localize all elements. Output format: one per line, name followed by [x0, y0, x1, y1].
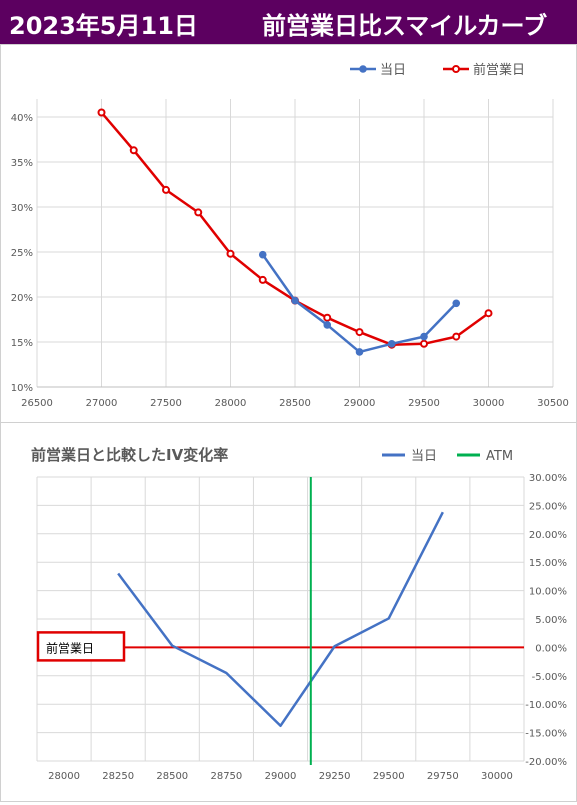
data-point-previous-day — [355, 328, 364, 337]
y-tick-label: -20.00% — [525, 757, 567, 768]
header-date: 2023年5月11日 — [9, 12, 198, 40]
data-point-today — [291, 296, 299, 305]
data-point-previous-day — [420, 339, 428, 348]
x-tick-label: 29750 — [427, 771, 459, 782]
smile-curve-chart: 26500 27000 27500 28000 28500 29000 29500 30000… — [11, 62, 569, 409]
series-line-today — [117, 511, 444, 728]
data-point-previous-day — [452, 332, 461, 341]
y-tick-label: 30% — [11, 203, 33, 214]
x-tick-label: 28750 — [210, 771, 242, 782]
x-tick-label: 28000 — [48, 771, 80, 782]
legend-label-atm: ATM — [486, 449, 513, 464]
x-tick-label: 28250 — [102, 771, 134, 782]
data-point-previous-day — [129, 146, 138, 155]
y-tick-label: 0.00% — [535, 643, 567, 654]
x-tick-label: 29000 — [344, 398, 376, 409]
y-tick-label: 10% — [11, 383, 33, 394]
iv-change-panel: 前営業日と比較したIV変化率 30.00% 25.00% 20.00% 15.00% 10… — [0, 422, 577, 802]
y-tick-label: 15.00% — [529, 558, 567, 569]
data-point-previous-day — [226, 249, 235, 258]
y-tick-label: 25% — [11, 248, 33, 259]
x-tick-label: 29500 — [408, 398, 440, 409]
data-point-previous-day — [97, 108, 106, 117]
y-tick-label: -10.00% — [525, 700, 567, 711]
header-title: 前営業日比スマイルカーブ — [262, 12, 548, 40]
y-tick-label: 20% — [11, 293, 33, 304]
iv-change-chart: 前営業日と比較したIV変化率 30.00% 25.00% 20.00% 15.00% 10… — [31, 446, 567, 782]
y-tick-label: 30.00% — [529, 473, 567, 484]
baseline-label: 前営業日 — [46, 640, 94, 655]
x-tick-label: 29000 — [265, 771, 297, 782]
x-tick-label: 29500 — [373, 771, 405, 782]
x-tick-label: 28500 — [156, 771, 188, 782]
x-tick-label: 30000 — [473, 398, 505, 409]
y-tick-label: 20.00% — [529, 530, 567, 541]
data-point-today — [387, 340, 396, 348]
y-tick-label: -5.00% — [532, 672, 567, 683]
baseline-label-box — [36, 631, 126, 662]
data-point-previous-day — [162, 185, 170, 194]
y-tick-label: 35% — [11, 158, 33, 169]
legend-label-today: 当日 — [411, 449, 437, 464]
x-tick-label: 27500 — [150, 398, 182, 409]
data-point-previous-day — [484, 309, 493, 318]
data-point-previous-day — [258, 275, 267, 284]
x-tick-label: 30000 — [481, 771, 513, 782]
chart-title: 前営業日と比較したIV変化率 — [31, 446, 228, 464]
x-tick-label: 28500 — [279, 398, 311, 409]
y-tick-label: 40% — [11, 113, 33, 124]
smile-curve-panel: 26500 27000 27500 28000 28500 29000 29500 30000… — [0, 44, 577, 424]
y-tick-label: 5.00% — [535, 615, 567, 626]
legend-label-today: 当日 — [380, 63, 406, 78]
data-point-previous-day — [323, 313, 332, 322]
x-tick-label: 26500 — [21, 398, 53, 409]
legend-marker-today — [359, 65, 367, 73]
data-point-today — [258, 250, 267, 259]
x-tick-label: 29250 — [319, 771, 351, 782]
data-point-previous-day — [194, 208, 203, 217]
y-tick-label: -15.00% — [525, 729, 567, 740]
y-tick-label: 15% — [11, 338, 33, 349]
legend-label-previous-day: 前営業日 — [473, 62, 525, 78]
legend-marker-previous-day — [452, 65, 460, 73]
data-point-today — [323, 321, 332, 329]
y-tick-label: 25.00% — [529, 501, 567, 512]
data-point-today — [452, 299, 461, 308]
header-banner: 2023年5月11日 前営業日比スマイルカーブ — [0, 0, 577, 44]
data-point-today — [355, 348, 364, 356]
x-tick-label: 27000 — [86, 398, 118, 409]
x-tick-label: 28000 — [215, 398, 247, 409]
data-point-today — [420, 332, 428, 341]
x-tick-label: 30500 — [537, 398, 569, 409]
y-tick-label: 10.00% — [529, 587, 567, 598]
